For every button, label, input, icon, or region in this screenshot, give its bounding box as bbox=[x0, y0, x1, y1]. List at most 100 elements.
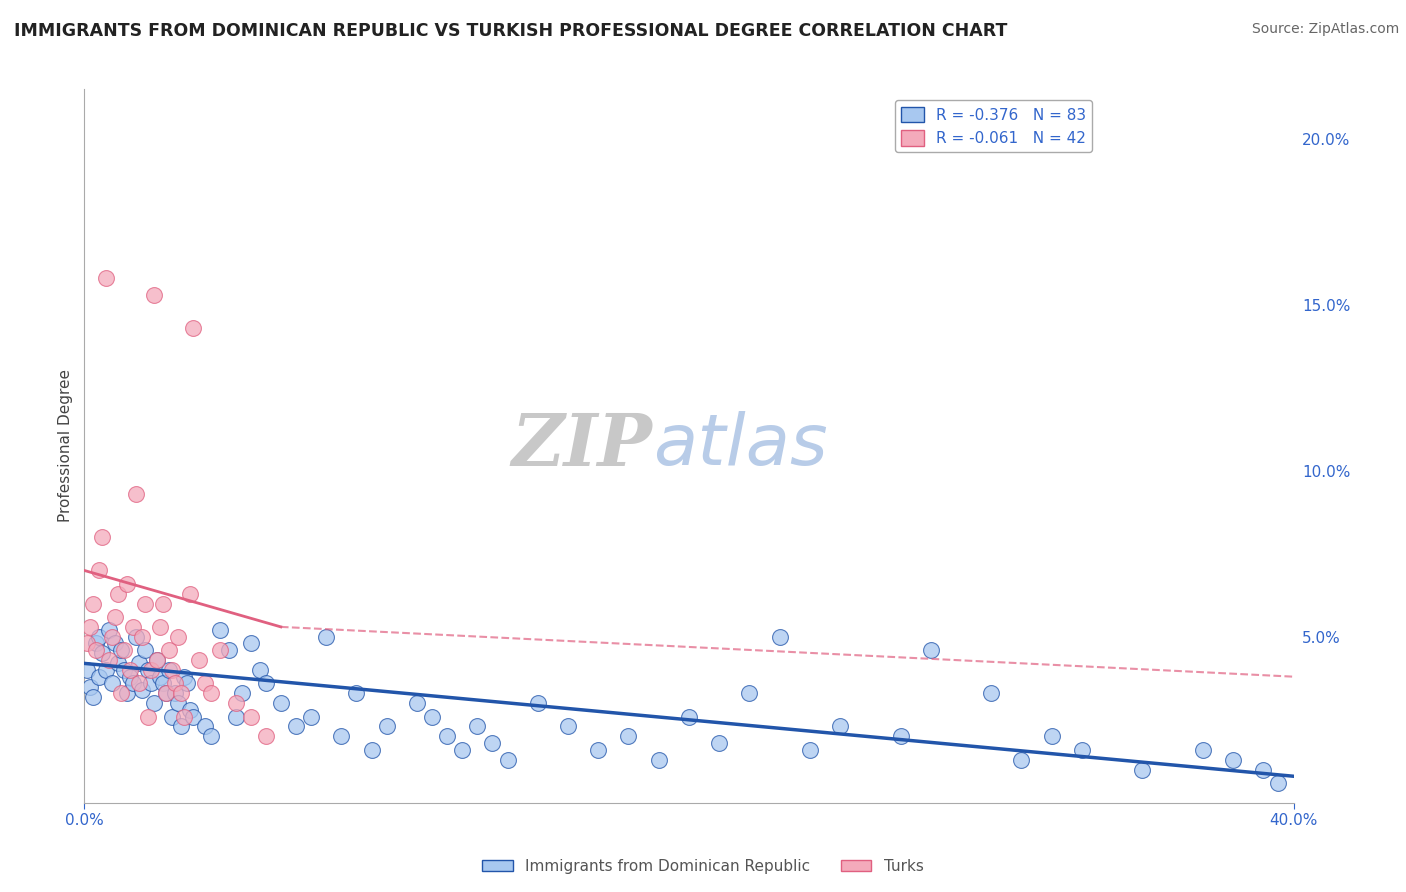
Point bbox=[179, 703, 201, 717]
Point bbox=[980, 686, 1002, 700]
Point bbox=[165, 676, 187, 690]
Point bbox=[200, 686, 222, 700]
Point bbox=[1192, 742, 1215, 756]
Point bbox=[121, 676, 143, 690]
Point bbox=[467, 719, 489, 733]
Legend: R = -0.376   N = 83, R = -0.061   N = 42: R = -0.376 N = 83, R = -0.061 N = 42 bbox=[896, 101, 1092, 153]
Point bbox=[76, 663, 98, 677]
Point bbox=[167, 630, 190, 644]
Text: atlas: atlas bbox=[652, 411, 827, 481]
Point bbox=[406, 696, 429, 710]
Point bbox=[194, 719, 217, 733]
Point bbox=[104, 636, 127, 650]
Point bbox=[82, 597, 104, 611]
Point bbox=[139, 676, 162, 690]
Point bbox=[167, 696, 190, 710]
Point bbox=[346, 686, 368, 700]
Point bbox=[209, 624, 232, 638]
Point bbox=[1253, 763, 1275, 777]
Point bbox=[131, 630, 153, 644]
Point bbox=[496, 753, 519, 767]
Point bbox=[157, 643, 180, 657]
Point bbox=[134, 597, 156, 611]
Point bbox=[330, 730, 353, 744]
Point bbox=[139, 663, 162, 677]
Y-axis label: Professional Degree: Professional Degree bbox=[58, 369, 73, 523]
Text: Source: ZipAtlas.com: Source: ZipAtlas.com bbox=[1251, 22, 1399, 37]
Point bbox=[110, 686, 132, 700]
Point bbox=[249, 663, 271, 677]
Point bbox=[830, 719, 852, 733]
Point bbox=[420, 709, 443, 723]
Point bbox=[142, 288, 165, 302]
Point bbox=[315, 630, 337, 644]
Point bbox=[76, 636, 98, 650]
Point bbox=[648, 753, 671, 767]
Point bbox=[1267, 776, 1289, 790]
Point bbox=[170, 686, 193, 700]
Point bbox=[94, 663, 117, 677]
Point bbox=[200, 730, 222, 744]
Point bbox=[128, 676, 150, 690]
Point bbox=[149, 670, 172, 684]
Point bbox=[218, 643, 240, 657]
Point bbox=[225, 709, 247, 723]
Point bbox=[617, 730, 640, 744]
Point bbox=[181, 709, 204, 723]
Point bbox=[97, 653, 120, 667]
Point bbox=[110, 643, 132, 657]
Point bbox=[920, 643, 942, 657]
Point bbox=[769, 630, 792, 644]
Point bbox=[91, 530, 114, 544]
Point bbox=[1130, 763, 1153, 777]
Point bbox=[115, 686, 138, 700]
Point bbox=[136, 663, 159, 677]
Point bbox=[118, 663, 141, 677]
Text: IMMIGRANTS FROM DOMINICAN REPUBLIC VS TURKISH PROFESSIONAL DEGREE CORRELATION CH: IMMIGRANTS FROM DOMINICAN REPUBLIC VS TU… bbox=[14, 22, 1008, 40]
Point bbox=[131, 682, 153, 697]
Point bbox=[799, 742, 821, 756]
Point bbox=[107, 587, 129, 601]
Point bbox=[360, 742, 382, 756]
Point bbox=[254, 730, 277, 744]
Point bbox=[451, 742, 474, 756]
Point bbox=[112, 643, 135, 657]
Text: ZIP: ZIP bbox=[512, 410, 652, 482]
Point bbox=[100, 676, 122, 690]
Point bbox=[118, 670, 141, 684]
Point bbox=[107, 657, 129, 671]
Point bbox=[890, 730, 912, 744]
Point bbox=[231, 686, 253, 700]
Point bbox=[86, 636, 108, 650]
Point bbox=[104, 610, 127, 624]
Point bbox=[209, 643, 232, 657]
Point bbox=[79, 680, 101, 694]
Point bbox=[79, 620, 101, 634]
Point bbox=[738, 686, 761, 700]
Point bbox=[157, 663, 180, 677]
Point bbox=[239, 709, 262, 723]
Point bbox=[128, 657, 150, 671]
Point bbox=[527, 696, 550, 710]
Point bbox=[176, 676, 198, 690]
Point bbox=[678, 709, 700, 723]
Point bbox=[94, 271, 117, 285]
Point bbox=[97, 624, 120, 638]
Point bbox=[481, 736, 503, 750]
Point bbox=[89, 670, 111, 684]
Point bbox=[225, 696, 247, 710]
Point bbox=[557, 719, 579, 733]
Point bbox=[299, 709, 322, 723]
Point bbox=[115, 576, 138, 591]
Point bbox=[160, 663, 183, 677]
Point bbox=[146, 653, 169, 667]
Point bbox=[152, 597, 174, 611]
Point bbox=[146, 653, 169, 667]
Point bbox=[155, 686, 177, 700]
Point bbox=[91, 647, 114, 661]
Point bbox=[375, 719, 398, 733]
Point bbox=[89, 630, 111, 644]
Point bbox=[149, 620, 172, 634]
Point bbox=[173, 670, 195, 684]
Point bbox=[173, 709, 195, 723]
